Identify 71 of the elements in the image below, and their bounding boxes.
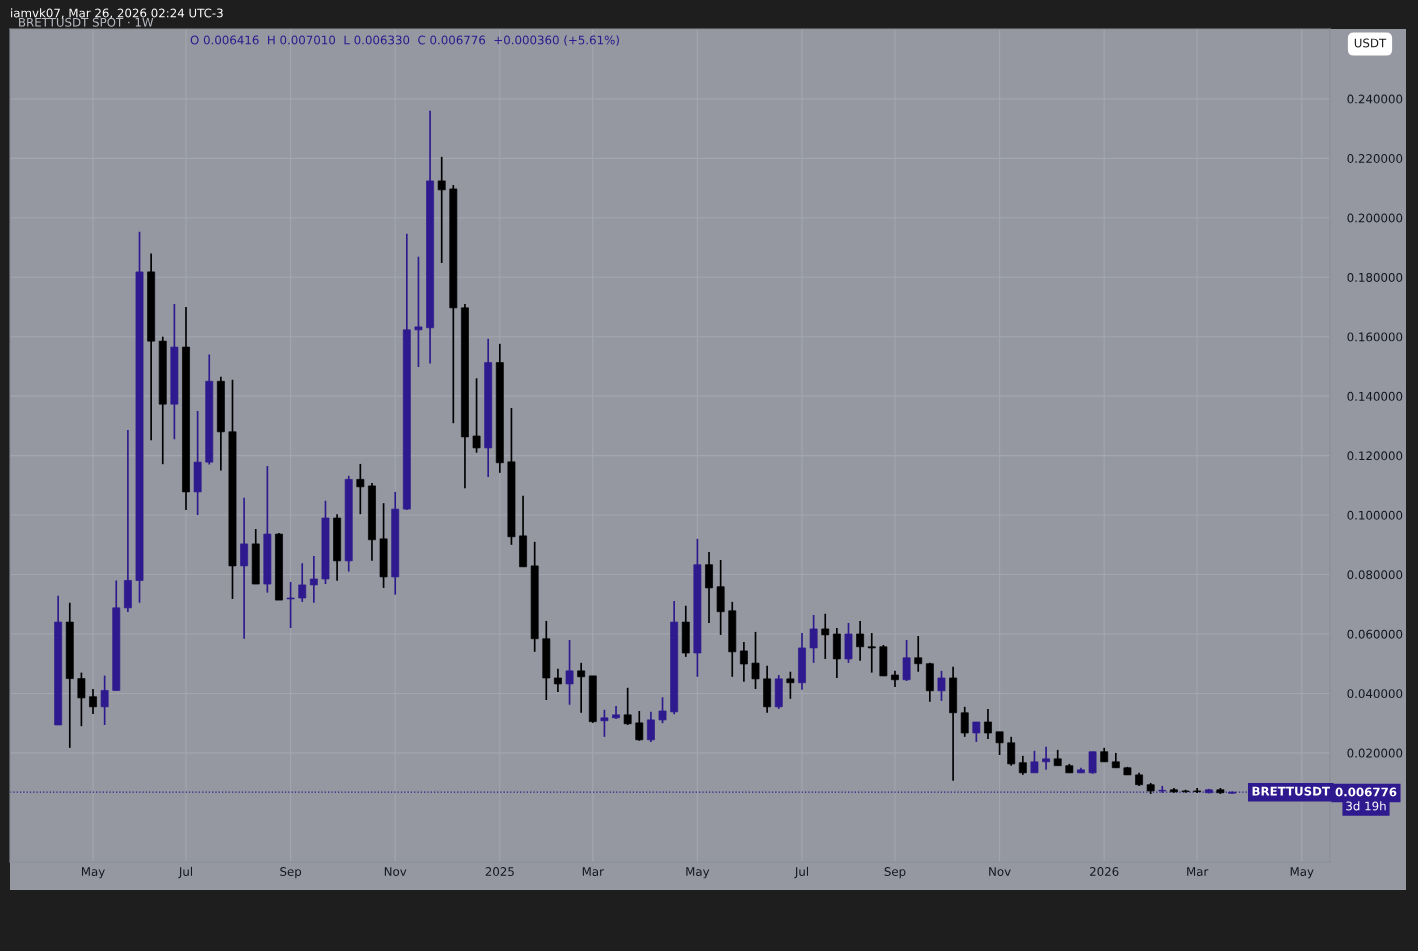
candlestick: [635, 710, 644, 742]
candlestick: [77, 671, 86, 727]
candlestick: [414, 255, 423, 368]
x-tick-label: Jul: [178, 866, 193, 879]
candlestick: [739, 641, 748, 683]
candlestick: [751, 631, 760, 690]
x-tick-label: Jul: [794, 866, 809, 879]
candlestick: [995, 730, 1004, 756]
y-tick-label: 0.140000: [1347, 391, 1403, 401]
candlestick: [554, 667, 562, 693]
text: 3d 19h: [1346, 801, 1386, 811]
candlestick: [1007, 736, 1016, 767]
chart-title: BRETTUSDT SPOT · 1W: [19, 17, 154, 27]
candlestick: [1042, 745, 1050, 771]
candlestick: [705, 551, 713, 624]
y-tick-label: 0.080000: [1347, 570, 1403, 580]
candlestick: [286, 581, 295, 629]
x-tick-label: Sep: [884, 867, 906, 879]
candlestick: [565, 639, 574, 706]
x-tick-label: May: [81, 867, 105, 879]
candlestick: [1018, 755, 1027, 776]
y-tick-label: 0.100000: [1347, 510, 1403, 520]
x-tick-label: 2026: [1090, 867, 1119, 876]
candlestick: [437, 155, 446, 264]
text: USDT: [1354, 38, 1387, 48]
candlestick: [89, 688, 97, 715]
candlestick: [472, 377, 481, 454]
text: iamvk07, Mar 26, 2026 02:24 UTC-3: [11, 8, 223, 19]
candlestick: [600, 708, 609, 738]
x-tick-label: Nov: [989, 867, 1011, 876]
candlestick: [821, 612, 830, 660]
x-tick-label: Mar: [582, 867, 604, 876]
candlestick: [937, 670, 946, 702]
candlestick: [867, 632, 876, 674]
annotation: O 0.006416 H 0.007010 L 0.006330 C 0.006776 +0.000360 (+5.61%): [190, 35, 619, 46]
text: 0.006776: [1335, 787, 1397, 797]
candlestick: [960, 705, 969, 738]
candlestick: [809, 614, 818, 664]
candlestick: [658, 696, 667, 725]
x-tick-label: Sep: [280, 867, 302, 879]
candlestick: [984, 708, 992, 740]
y-tick-label: 0.240000: [1347, 94, 1403, 104]
y-tick-label: 0.160000: [1347, 332, 1403, 342]
y-tick-label: 0.180000: [1347, 272, 1403, 282]
x-tick-label: 2025: [485, 867, 514, 876]
x-tick-label: May: [686, 867, 710, 879]
y-tick-label: 0.040000: [1347, 689, 1403, 699]
candlestick: [786, 670, 795, 700]
candlestick: [646, 711, 655, 743]
x-tick-label: Mar: [1187, 867, 1209, 876]
y-tick-label: 0.120000: [1347, 451, 1403, 461]
y-tick-label: 0.020000: [1347, 748, 1403, 758]
x-tick-label: May: [1290, 867, 1314, 879]
x-tick-label: Nov: [384, 867, 407, 876]
y-tick-label: 0.200000: [1347, 213, 1403, 223]
candlestick: [1030, 749, 1039, 774]
candlestick: [240, 496, 249, 640]
y-tick-label: 0.220000: [1347, 154, 1403, 163]
candlestick: [356, 463, 365, 516]
candlestick: [100, 674, 109, 726]
candlestick: [309, 555, 318, 604]
candlestick: [856, 620, 865, 662]
candlestick: [298, 562, 307, 603]
candlestick: [1088, 750, 1097, 775]
y-tick-label: 0.060000: [1347, 629, 1403, 639]
candlestick: [577, 661, 586, 714]
candlestick: [972, 721, 981, 743]
candlestick: [902, 639, 911, 682]
candlestick: [623, 686, 632, 726]
ref-line-label: BRETTUSDT: [1252, 786, 1330, 796]
candlestick: [914, 635, 923, 673]
